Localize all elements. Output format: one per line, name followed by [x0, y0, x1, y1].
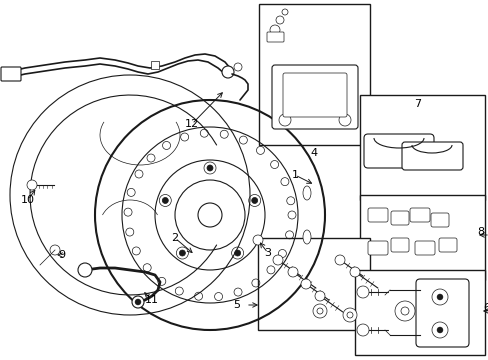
Circle shape: [287, 267, 297, 277]
Circle shape: [400, 307, 408, 315]
Bar: [259, 4, 369, 145]
Text: 4: 4: [310, 148, 317, 158]
Circle shape: [78, 263, 92, 277]
Circle shape: [222, 66, 234, 78]
Ellipse shape: [303, 230, 310, 244]
Bar: [258, 238, 369, 330]
Text: 9: 9: [59, 250, 65, 260]
Circle shape: [349, 267, 359, 277]
Circle shape: [252, 235, 263, 245]
Bar: [359, 195, 484, 280]
Text: 6: 6: [482, 303, 488, 313]
Circle shape: [132, 296, 143, 308]
Circle shape: [203, 162, 216, 174]
FancyBboxPatch shape: [409, 208, 429, 222]
FancyBboxPatch shape: [415, 279, 468, 347]
Circle shape: [198, 203, 222, 227]
FancyBboxPatch shape: [401, 142, 462, 170]
Circle shape: [27, 180, 37, 190]
FancyBboxPatch shape: [367, 208, 387, 222]
Circle shape: [346, 312, 352, 318]
Circle shape: [251, 198, 257, 203]
FancyBboxPatch shape: [367, 241, 387, 255]
Circle shape: [338, 114, 350, 126]
Text: 11: 11: [145, 295, 159, 305]
Text: 8: 8: [476, 227, 483, 237]
Text: 12: 12: [184, 119, 199, 129]
Circle shape: [206, 165, 213, 171]
Circle shape: [431, 289, 447, 305]
FancyBboxPatch shape: [414, 241, 434, 255]
FancyBboxPatch shape: [283, 73, 346, 117]
Text: 10: 10: [21, 195, 35, 205]
Circle shape: [135, 299, 141, 305]
Text: 7: 7: [414, 99, 421, 109]
Circle shape: [316, 308, 323, 314]
Circle shape: [50, 245, 60, 255]
Circle shape: [356, 286, 368, 298]
Circle shape: [248, 194, 260, 207]
FancyBboxPatch shape: [266, 32, 284, 42]
Bar: [359, 95, 484, 200]
Circle shape: [275, 16, 284, 24]
FancyBboxPatch shape: [271, 65, 357, 129]
Circle shape: [234, 250, 240, 256]
FancyBboxPatch shape: [390, 238, 408, 252]
Circle shape: [282, 9, 287, 15]
Circle shape: [176, 247, 188, 259]
Text: 3: 3: [264, 248, 271, 258]
Bar: [151, 61, 159, 69]
Text: 1: 1: [291, 170, 298, 180]
FancyBboxPatch shape: [390, 211, 408, 225]
Circle shape: [162, 198, 168, 203]
Circle shape: [394, 301, 414, 321]
Circle shape: [234, 63, 242, 71]
Circle shape: [159, 194, 171, 207]
FancyBboxPatch shape: [430, 213, 448, 227]
Text: 5: 5: [232, 300, 240, 310]
Circle shape: [342, 308, 356, 322]
Circle shape: [269, 25, 280, 35]
Circle shape: [314, 291, 325, 301]
Circle shape: [279, 114, 290, 126]
Circle shape: [272, 255, 283, 265]
Circle shape: [436, 327, 442, 333]
Circle shape: [312, 304, 326, 318]
Bar: [354, 270, 484, 355]
Circle shape: [334, 255, 345, 265]
FancyBboxPatch shape: [1, 67, 21, 81]
Circle shape: [231, 247, 243, 259]
FancyBboxPatch shape: [438, 238, 456, 252]
Circle shape: [179, 250, 185, 256]
Circle shape: [356, 324, 368, 336]
Ellipse shape: [303, 186, 310, 200]
Circle shape: [301, 279, 310, 289]
Circle shape: [436, 294, 442, 300]
Text: 2: 2: [171, 233, 178, 243]
FancyBboxPatch shape: [363, 134, 433, 168]
Circle shape: [431, 322, 447, 338]
